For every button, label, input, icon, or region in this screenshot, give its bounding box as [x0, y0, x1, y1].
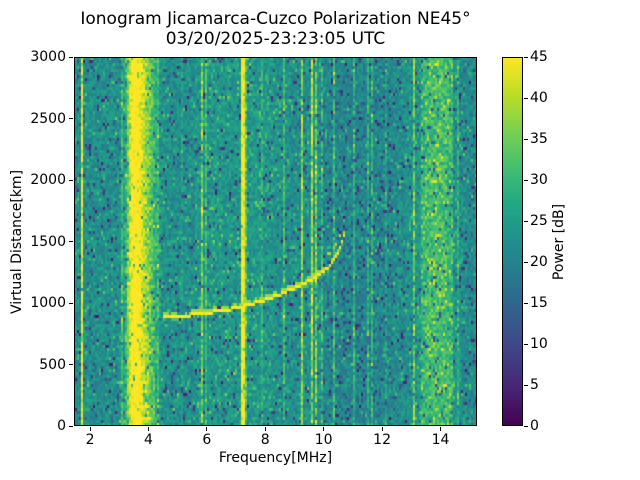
colorbar-gradient [502, 57, 523, 426]
colorbar-tick-label: 10 [530, 336, 548, 352]
x-axis-label: Frequency[MHz] [218, 450, 333, 466]
x-tick-mark [381, 427, 383, 431]
x-tick-label: 14 [431, 432, 450, 448]
y-tick-mark [69, 56, 73, 58]
x-tick-label: 4 [143, 432, 153, 448]
colorbar-tick-mark [524, 261, 528, 263]
y-tick-label: 500 [39, 356, 66, 373]
y-tick-label: 1000 [30, 295, 66, 311]
y-tick-mark [69, 302, 73, 304]
x-tick-label: 2 [85, 432, 95, 448]
x-tick-label: 6 [202, 432, 212, 448]
colorbar-tick-mark [524, 343, 528, 345]
colorbar-tick-label: 15 [530, 295, 548, 311]
y-tick-label: 2500 [30, 110, 66, 127]
colorbar-tick-label: 40 [530, 90, 548, 106]
y-tick-mark [69, 241, 73, 242]
colorbar-tick-label: 25 [530, 213, 548, 229]
y-tick-mark [69, 179, 73, 181]
y-tick-label: 0 [57, 418, 66, 434]
colorbar-tick-label: 0 [530, 418, 539, 434]
x-tick-mark [439, 427, 441, 431]
colorbar-tick-mark [524, 179, 528, 181]
colorbar-tick-mark [524, 384, 528, 386]
colorbar-tick-label: 30 [530, 172, 548, 188]
y-tick-label: 1500 [30, 233, 66, 250]
colorbar-tick-label: 45 [530, 49, 548, 65]
colorbar-tick-mark [524, 97, 528, 99]
x-tick-label: 8 [260, 432, 270, 448]
colorbar-tick-mark [524, 425, 528, 427]
y-tick-label: 2000 [30, 172, 66, 188]
chart-title: Ionogram Jicamarca-Cuzco Polarization NE… [80, 9, 471, 29]
x-tick-label: 10 [314, 432, 333, 448]
y-tick-mark [69, 425, 73, 427]
colorbar-tick-label: 20 [530, 254, 548, 270]
colorbar-tick-mark [524, 56, 528, 58]
x-tick-label: 12 [373, 432, 391, 448]
title-block: Ionogram Jicamarca-Cuzco Polarization NE… [74, 9, 477, 49]
colorbar-tick-mark [524, 138, 528, 140]
x-tick-mark [147, 427, 149, 431]
colorbar-tick-label: 5 [530, 377, 539, 393]
x-tick-mark [323, 427, 325, 431]
y-tick-mark [69, 118, 73, 119]
y-tick-label: 3000 [30, 49, 66, 65]
ionogram-heatmap [74, 57, 477, 426]
x-tick-mark [206, 427, 208, 431]
colorbar-label: Power [dB] [551, 203, 567, 281]
x-tick-mark [89, 427, 91, 431]
colorbar-tick-mark [524, 302, 528, 304]
chart-subtitle: 03/20/2025-23:23:05 UTC [165, 29, 386, 49]
colorbar-tick-mark [524, 220, 528, 222]
y-tick-mark [69, 364, 73, 365]
x-tick-mark [264, 427, 266, 431]
colorbar-tick-label: 35 [530, 131, 548, 147]
